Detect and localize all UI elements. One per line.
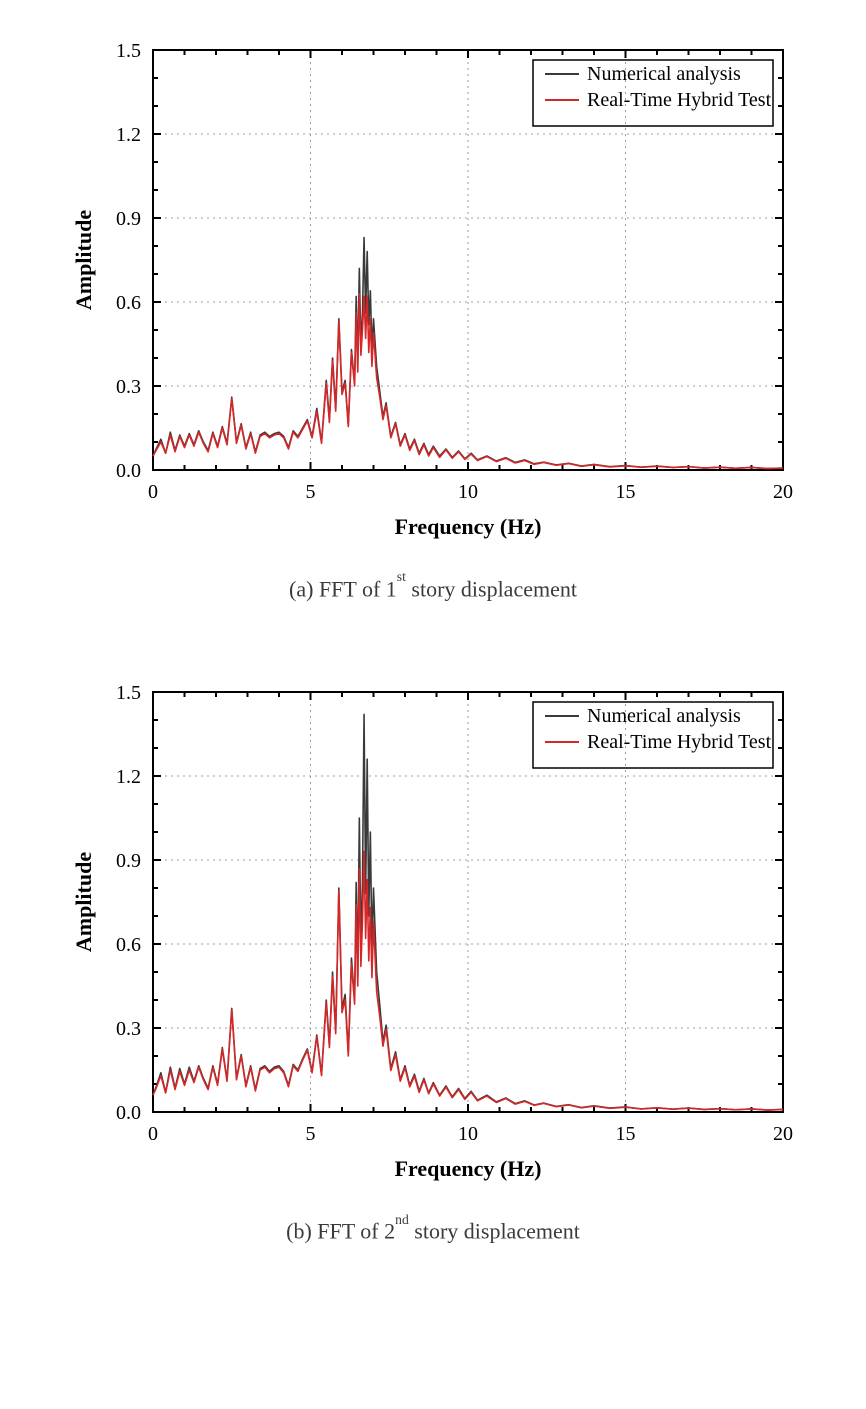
legend-label: Real-Time Hybrid Test	[587, 89, 772, 111]
svg-text:0: 0	[148, 481, 158, 503]
panel-b: 0 5 10 15 20 0.0 0.3 0.6 0.9 1.2 1.5 Frequency (Hz)…	[30, 672, 836, 1244]
svg-text:1.2: 1.2	[116, 766, 141, 788]
svg-text:20: 20	[773, 481, 793, 503]
svg-text:20: 20	[773, 1123, 793, 1145]
svg-text:0.6: 0.6	[116, 292, 141, 314]
caption-a: (a) FFT of 1st story displacement	[30, 576, 836, 602]
chart-b: 0 5 10 15 20 0.0 0.3 0.6 0.9 1.2 1.5 Frequency (Hz)…	[53, 672, 813, 1192]
caption-a-prefix: (a) FFT of 1	[289, 576, 397, 601]
legend-label: Real-Time Hybrid Test	[587, 731, 772, 753]
svg-text:5: 5	[306, 1123, 316, 1145]
svg-text:0.6: 0.6	[116, 934, 141, 956]
caption-b: (b) FFT of 2nd story displacement	[30, 1218, 836, 1244]
figure-set: 0 5 10 15 20 0.0 0.3 0.6 0.9 1.2 1.5 Frequency (Hz)…	[0, 0, 866, 1315]
svg-text:Frequency (Hz): Frequency (Hz)	[395, 1156, 542, 1181]
caption-a-suffix: story displacement	[406, 576, 577, 601]
svg-text:10: 10	[458, 1123, 478, 1145]
svg-text:15: 15	[616, 1123, 636, 1145]
svg-text:5: 5	[306, 481, 316, 503]
chart-b-svg: 0 5 10 15 20 0.0 0.3 0.6 0.9 1.2 1.5 Frequency (Hz)…	[53, 672, 813, 1192]
svg-text:0.9: 0.9	[116, 850, 141, 872]
svg-text:0.3: 0.3	[116, 376, 141, 398]
caption-a-sup: st	[397, 569, 406, 584]
caption-b-sup: nd	[395, 1212, 409, 1227]
svg-text:Amplitude: Amplitude	[71, 210, 96, 310]
chart-a: 0 5 10 15 20 0.0 0.3 0.6 0.9 1.2 1.5 Frequency (Hz)…	[53, 30, 813, 550]
svg-text:Frequency (Hz): Frequency (Hz)	[395, 514, 542, 539]
svg-text:Amplitude: Amplitude	[71, 852, 96, 952]
chart-a-svg: 0 5 10 15 20 0.0 0.3 0.6 0.9 1.2 1.5 Frequency (Hz)…	[53, 30, 813, 550]
svg-text:0.3: 0.3	[116, 1018, 141, 1040]
legend-label: Numerical analysis	[587, 705, 741, 727]
svg-text:10: 10	[458, 481, 478, 503]
svg-text:1.2: 1.2	[116, 124, 141, 146]
svg-text:1.5: 1.5	[116, 682, 141, 704]
svg-text:0.0: 0.0	[116, 460, 141, 482]
svg-text:0.0: 0.0	[116, 1102, 141, 1124]
series-numerical	[153, 715, 783, 1111]
caption-b-prefix: (b) FFT of 2	[286, 1219, 395, 1244]
legend-label: Numerical analysis	[587, 63, 741, 85]
svg-text:1.5: 1.5	[116, 40, 141, 62]
caption-b-suffix: story displacement	[409, 1219, 580, 1244]
svg-text:0.9: 0.9	[116, 208, 141, 230]
svg-text:15: 15	[616, 481, 636, 503]
panel-a: 0 5 10 15 20 0.0 0.3 0.6 0.9 1.2 1.5 Frequency (Hz)…	[30, 30, 836, 602]
svg-text:0: 0	[148, 1123, 158, 1145]
